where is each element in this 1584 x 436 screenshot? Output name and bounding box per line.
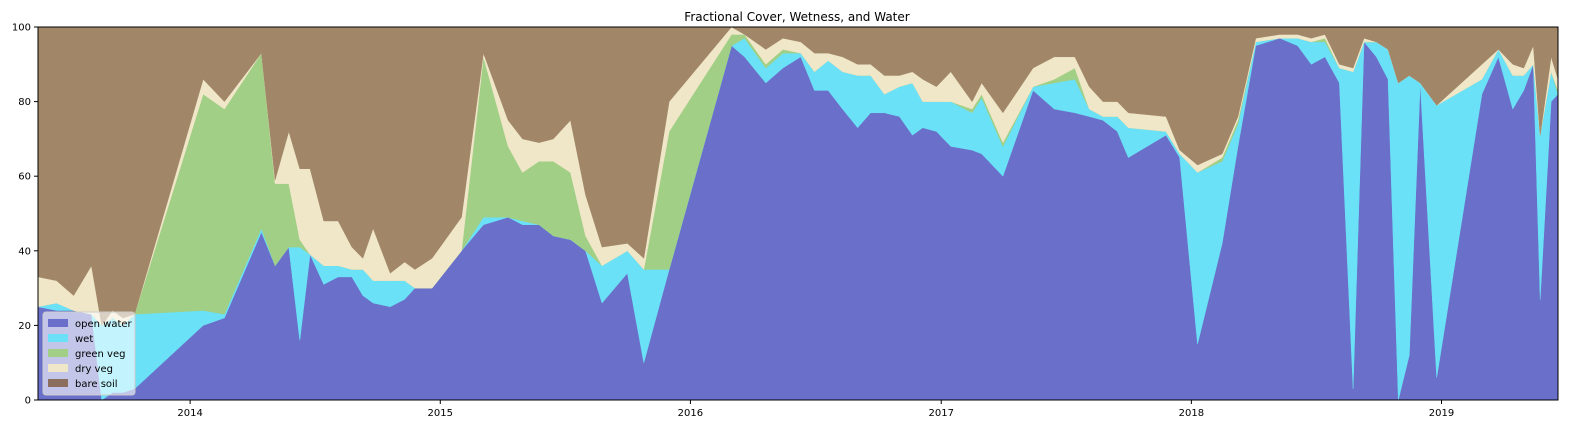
y-tick-label: 20 xyxy=(18,321,31,332)
chart-title: Fractional Cover, Wetness, and Water xyxy=(684,10,909,24)
x-axis: 2014 2015 2016 2017 2018 2019 xyxy=(177,400,1454,419)
legend-swatch-open-water xyxy=(48,319,68,327)
legend: open water wet green veg dry veg bare soil xyxy=(42,311,136,396)
legend-swatch-green-veg xyxy=(48,349,68,357)
x-tick-label: 2018 xyxy=(1179,408,1204,419)
x-tick-label: 2014 xyxy=(177,408,202,419)
x-tick-label: 2016 xyxy=(678,408,703,419)
legend-box xyxy=(42,311,136,396)
legend-swatch-wet xyxy=(48,334,68,342)
y-tick-label: 100 xyxy=(12,23,31,34)
legend-label-wet: wet xyxy=(75,334,93,345)
legend-swatch-dry-veg xyxy=(48,364,68,372)
x-tick-label: 2019 xyxy=(1429,408,1454,419)
legend-label-dry-veg: dry veg xyxy=(75,364,113,375)
x-tick-label: 2017 xyxy=(929,408,954,419)
y-axis: 0 20 40 60 80 100 xyxy=(12,23,38,407)
area-layer xyxy=(37,26,1559,401)
x-tick-label: 2015 xyxy=(428,408,453,419)
y-tick-label: 40 xyxy=(18,246,31,257)
y-tick-label: 60 xyxy=(18,172,31,183)
plot-frame xyxy=(37,26,1559,401)
legend-label-green-veg: green veg xyxy=(75,349,125,360)
y-tick-label: 0 xyxy=(25,396,31,407)
y-tick-label: 80 xyxy=(18,97,31,108)
legend-swatch-bare-soil xyxy=(48,379,68,387)
legend-label-open-water: open water xyxy=(75,319,133,330)
legend-label-bare-soil: bare soil xyxy=(75,379,118,390)
